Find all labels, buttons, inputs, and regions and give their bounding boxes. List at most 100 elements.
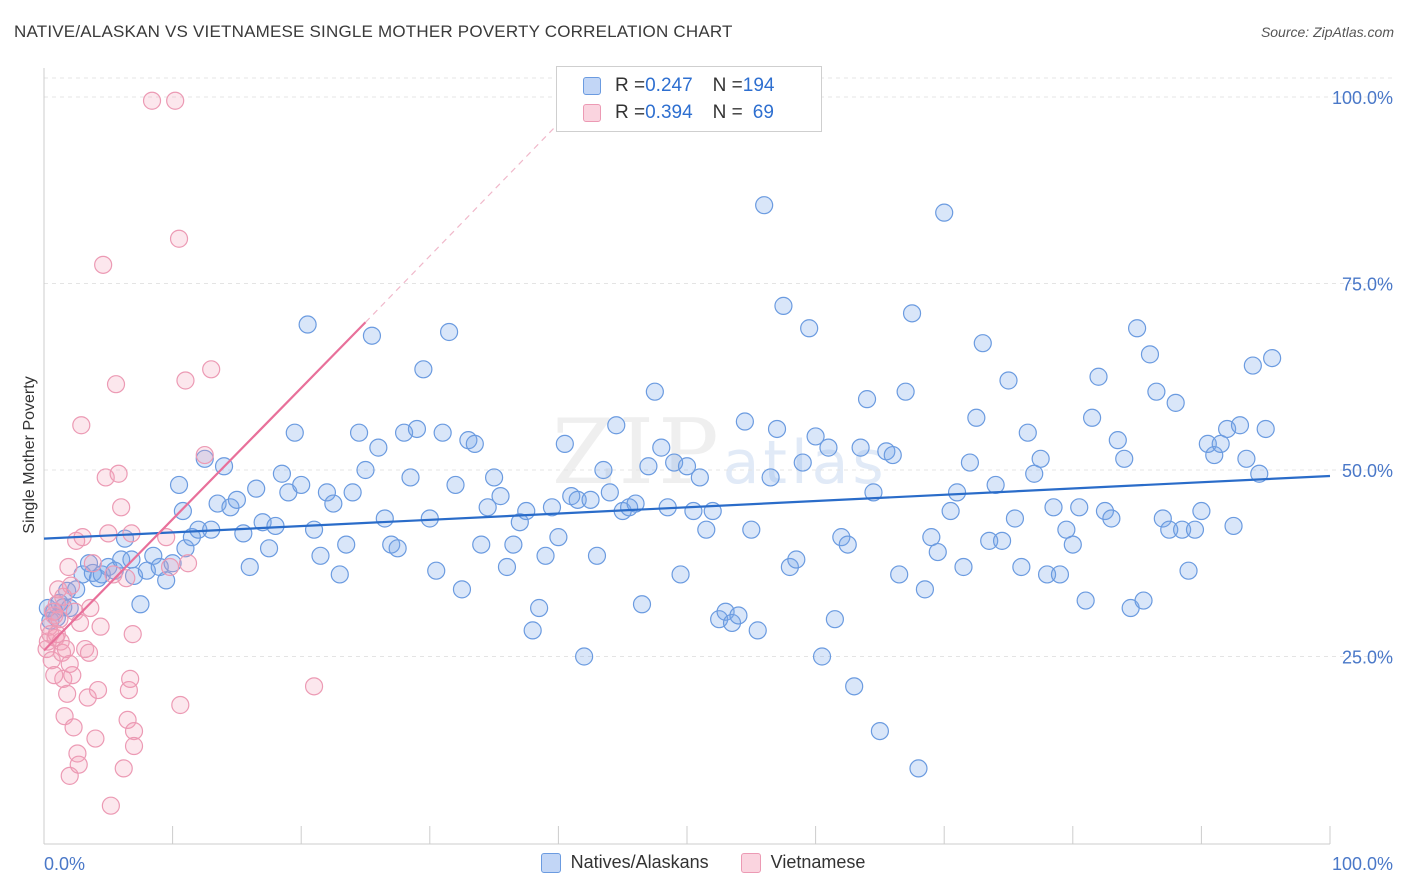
- natives-point: [1198, 434, 1217, 453]
- natives-point: [555, 434, 574, 453]
- legend-swatch-pink: [583, 104, 601, 122]
- natives-trend-line: [43, 474, 1331, 540]
- natives-point: [1256, 419, 1275, 439]
- natives-point: [542, 498, 562, 517]
- natives-point: [285, 423, 304, 442]
- axis-labels: 25.0% 50.0% 75.0% 100.0% 0.0% 100.0% Single Mo…: [21, 88, 1393, 874]
- natives-point: [1250, 464, 1269, 483]
- natives-point: [729, 606, 748, 625]
- vietnamese-point: [56, 639, 75, 659]
- natives-point: [311, 546, 330, 565]
- vietnamese-point: [109, 464, 128, 483]
- natives-point: [1230, 416, 1250, 435]
- natives-point: [298, 315, 317, 334]
- natives-point: [581, 490, 600, 509]
- axes: [43, 68, 1331, 845]
- natives-point: [780, 557, 799, 577]
- natives-point: [806, 427, 825, 446]
- natives-point: [1160, 520, 1179, 539]
- natives-point: [122, 550, 141, 569]
- natives-point: [536, 546, 555, 565]
- natives-point: [767, 419, 787, 439]
- natives-point: [317, 483, 337, 502]
- natives-point: [941, 501, 960, 521]
- natives-point: [1185, 520, 1205, 539]
- vietnamese-point: [72, 416, 91, 435]
- natives-point: [472, 535, 491, 554]
- vietnamese-point: [178, 554, 198, 573]
- vietnamese-point: [106, 375, 126, 394]
- natives-point: [1095, 501, 1115, 521]
- vietnamese-point: [83, 554, 102, 573]
- natives-point: [1147, 382, 1166, 401]
- natives-point: [992, 531, 1012, 550]
- vietnamese-point: [117, 569, 136, 588]
- vietnamese-point: [160, 557, 180, 577]
- vietnamese-point: [54, 587, 73, 606]
- vietnamese-point: [70, 613, 90, 633]
- natives-point: [1192, 501, 1211, 521]
- natives-point: [1037, 565, 1057, 584]
- series-swatch-blue: [540, 852, 561, 873]
- series-legend-vietnamese[interactable]: Vietnamese: [740, 852, 865, 873]
- legend-r-value: 0.247: [645, 75, 693, 96]
- natives-point: [851, 438, 870, 457]
- series-legend-natives[interactable]: Natives/Alaskans: [540, 852, 709, 873]
- natives-point: [677, 457, 697, 476]
- natives-point: [1089, 367, 1108, 386]
- natives-alaskans-points: [38, 196, 1282, 778]
- natives-point: [427, 561, 446, 580]
- natives-point: [722, 613, 742, 633]
- vietnamese-point: [124, 721, 144, 741]
- natives-point: [838, 535, 857, 554]
- watermark-zip: ZIP: [552, 400, 723, 505]
- natives-point: [980, 531, 999, 550]
- natives-point: [182, 528, 201, 547]
- natives-point: [1263, 349, 1282, 368]
- natives-point: [330, 565, 349, 584]
- natives-point: [414, 360, 433, 379]
- vietnamese-point: [47, 625, 66, 644]
- natives-point: [1102, 509, 1121, 528]
- natives-point: [1134, 591, 1153, 610]
- natives-point: [259, 539, 279, 558]
- natives-point: [864, 483, 883, 502]
- natives-point: [144, 546, 163, 565]
- natives-point: [1243, 356, 1262, 375]
- natives-point: [825, 610, 844, 629]
- natives-point: [272, 464, 292, 483]
- natives-point: [857, 390, 877, 409]
- natives-point: [632, 595, 652, 614]
- natives-point: [587, 546, 607, 565]
- vietnamese-trend-extension: [365, 96, 585, 323]
- natives-point: [748, 621, 767, 640]
- legend-swatch-blue: [583, 77, 601, 95]
- natives-point: [1205, 445, 1224, 465]
- legend-r-value: 0.394: [645, 102, 693, 123]
- natives-point: [337, 535, 356, 554]
- trend-lines: [43, 96, 1331, 652]
- vietnamese-point: [86, 729, 105, 748]
- vietnamese-point: [63, 666, 82, 685]
- natives-point: [1127, 319, 1147, 338]
- natives-point: [690, 468, 709, 487]
- natives-point: [1012, 557, 1031, 577]
- natives-point: [1140, 345, 1160, 364]
- vietnamese-point: [64, 718, 83, 737]
- natives-point: [1076, 591, 1095, 610]
- natives-point: [870, 721, 890, 741]
- natives-point: [1237, 449, 1256, 468]
- natives-point: [504, 535, 523, 554]
- natives-point: [173, 501, 192, 521]
- natives-point: [568, 490, 587, 509]
- natives-point: [819, 438, 838, 457]
- natives-point: [761, 468, 780, 487]
- natives-point: [304, 520, 324, 539]
- natives-point: [645, 382, 664, 401]
- natives-point: [83, 563, 102, 583]
- vietnamese-point: [101, 796, 120, 815]
- vietnamese-point: [112, 498, 131, 517]
- natives-point: [227, 490, 246, 509]
- natives-point: [774, 296, 793, 315]
- legend-n-value: 69: [752, 102, 774, 123]
